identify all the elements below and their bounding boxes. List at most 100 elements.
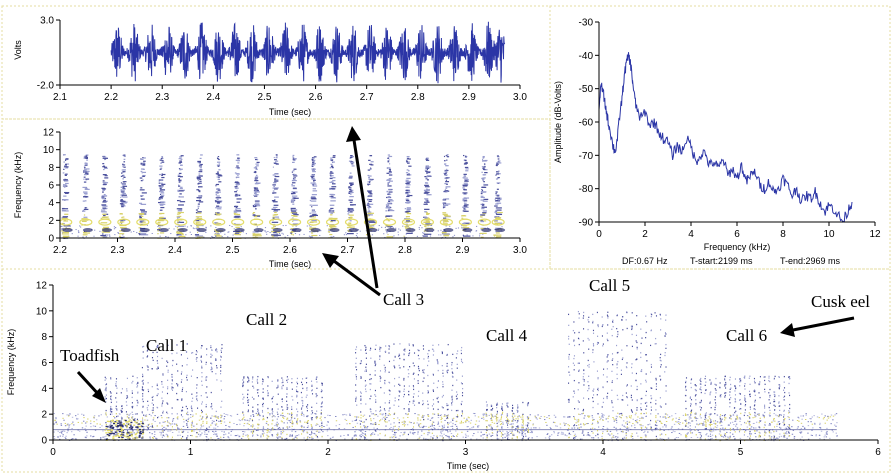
- spectrogram-large-noise: [813, 415, 815, 417]
- spectrogram-small-pulse: [84, 162, 87, 164]
- spectrogram-small-pulse: [309, 236, 313, 238]
- spectrogram-large-noise: [524, 433, 526, 435]
- spectrogram-small-pulse: [312, 213, 317, 215]
- spectrogram-large-pulse: [365, 352, 367, 354]
- spectrogram-large-noise: [213, 420, 215, 422]
- spectrogram-small-pulse: [425, 165, 429, 167]
- spectrogram-small-pulse: [82, 210, 84, 212]
- spectrogram-large-pulse: [297, 418, 299, 420]
- spectrogram-large-pulse: [137, 402, 139, 404]
- spectrogram-large-pulse: [365, 348, 367, 350]
- spectrogram-small-noise: [355, 235, 358, 237]
- spectrogram-large-pulse: [262, 435, 265, 437]
- spectrogram-small-pulse: [408, 165, 412, 167]
- spectrogram-small-pulse: [275, 161, 277, 163]
- spectrogram-small-pulse: [236, 198, 242, 200]
- spectrogram-large-noise: [810, 434, 812, 436]
- spectrogram-small-pulse: [463, 175, 466, 177]
- spectrogram-large-noise: [477, 416, 480, 418]
- spectrogram-small-noise: [429, 235, 432, 237]
- spectrogram-large-noise: [823, 438, 825, 440]
- spectrogram-small-pulse: [426, 213, 430, 215]
- spectrogram-large-noise: [100, 414, 103, 416]
- spectrogram-large-toadfish: [121, 429, 124, 431]
- spectrogram-large-pulse: [131, 392, 133, 394]
- spectrogram-small-pulse: [216, 235, 222, 237]
- spectrogram-large-noise: [529, 420, 532, 422]
- spectrogram-large-pulse: [321, 382, 323, 385]
- spectrogram-small-pulse: [159, 187, 162, 189]
- spectrogram-large-pulse: [385, 345, 387, 347]
- spectrogram-small-pulse: [178, 181, 181, 183]
- spectrogram-small-pulse: [160, 206, 165, 209]
- spectrogram-large-noise: [520, 416, 522, 418]
- spectrum-x-tick-label: 6: [734, 229, 740, 240]
- spectrogram-large-pulse: [166, 349, 168, 352]
- spectrogram-small-pulse: [120, 175, 123, 177]
- spectrogram-small-pulse: [177, 190, 180, 193]
- spectrogram-large-pulse: [306, 381, 308, 384]
- spectrogram-large-pulse: [171, 386, 173, 388]
- spectrogram-large-pulse: [206, 386, 208, 388]
- spectrogram-small-pulse: [61, 230, 64, 232]
- spectrogram-small-pulse: [83, 171, 85, 173]
- spectrogram-small-pulse: [195, 235, 204, 237]
- spectrogram-large-noise: [65, 437, 67, 439]
- spectrogram-small-pulse: [233, 216, 240, 218]
- spectrogram-large-pulse: [157, 367, 159, 370]
- spectrogram-large-noise: [225, 428, 227, 430]
- spectrogram-small-pulse: [161, 174, 163, 176]
- spectrogram-large-noise: [687, 432, 689, 434]
- spectrogram-small-pulse: [292, 159, 296, 161]
- spectrogram-large-pulse: [186, 343, 188, 345]
- spectrogram-small-noise: [359, 230, 361, 232]
- spectrogram-large-noise: [522, 425, 524, 427]
- spectrogram-large-pulse: [321, 405, 323, 408]
- spectrogram-large-noise: [643, 438, 646, 440]
- spectrogram-large-pulse: [311, 436, 313, 438]
- spectrogram-small-pulse: [101, 231, 107, 233]
- spectrogram-small-pulse: [161, 161, 165, 163]
- spectrogram-large-noise: [710, 428, 713, 430]
- spectrogram-small-noise: [193, 228, 195, 230]
- spectrogram-large-pulse: [320, 406, 322, 408]
- spectrogram-large-pulse: [201, 345, 203, 347]
- spectrogram-large-noise: [299, 420, 301, 422]
- spectrogram-large-noise: [359, 434, 362, 436]
- spectrogram-large-noise: [290, 435, 293, 437]
- waveform-x-tick-label: 2.2: [104, 92, 118, 103]
- spectrogram-large-pulse: [369, 388, 371, 391]
- spectrogram-large-pulse: [215, 358, 217, 360]
- spectrogram-large-pulse: [262, 402, 264, 405]
- spectrogram-large-noise: [146, 419, 149, 421]
- spectrogram-large-noise: [136, 431, 139, 433]
- spectrogram-large-noise: [112, 421, 114, 423]
- spectrogram-small-pulse: [483, 169, 488, 171]
- spectrogram-small-pulse: [312, 164, 316, 166]
- spectrogram-large-pulse: [147, 400, 149, 402]
- spectrogram-small-noise: [452, 236, 454, 238]
- spectrogram-large-noise: [594, 435, 597, 437]
- spectrogram-large-noise: [236, 438, 238, 440]
- spectrogram-large-pulse: [216, 349, 218, 351]
- spectrogram-large-noise: [786, 433, 788, 435]
- spectrogram-large-pulse: [196, 377, 198, 379]
- spectrogram-small-noise: [422, 232, 424, 234]
- spectrogram-large-toadfish: [105, 425, 108, 428]
- spectrogram-large-noise: [293, 438, 295, 440]
- spectrogram-large-pulse: [110, 420, 112, 423]
- spectrogram-small-pulse: [199, 160, 201, 163]
- spectrogram-small-pulse: [366, 215, 369, 217]
- spectrogram-small-pulse: [100, 222, 108, 224]
- spectrogram-small-pulse: [273, 182, 277, 184]
- spectrogram-large-pulse: [380, 347, 382, 349]
- spectrogram-large-pulse: [355, 418, 358, 420]
- spectrogram-large-pulse: [375, 423, 377, 426]
- spectrogram-large-noise: [726, 431, 728, 433]
- spectrogram-large-toadfish: [133, 424, 136, 426]
- spectrogram-large-noise: [395, 432, 397, 434]
- spectrogram-small-pulse: [443, 191, 448, 193]
- spectrogram-large-noise: [377, 415, 379, 417]
